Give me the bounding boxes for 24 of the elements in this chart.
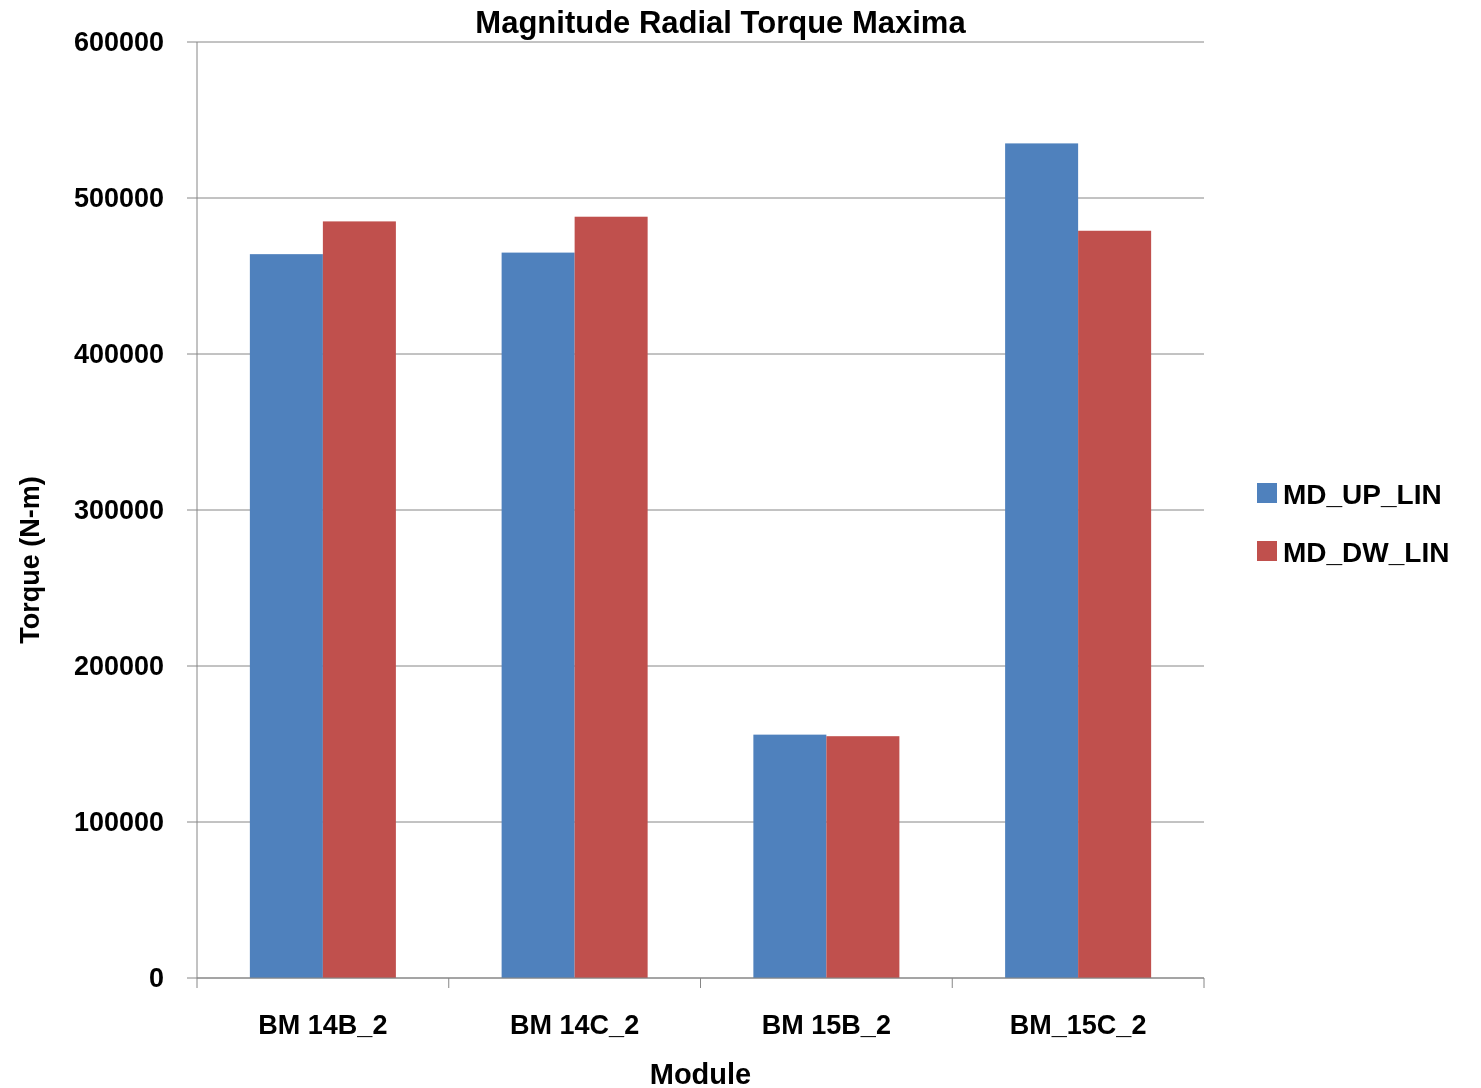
bar — [1078, 230, 1152, 978]
y-tick-label: 500000 — [73, 183, 164, 214]
y-tick-label: 0 — [148, 963, 164, 994]
y-tick-label: 300000 — [73, 495, 164, 526]
x-tick-label: BM 14C_2 — [510, 1010, 640, 1040]
y-tick-label: 600000 — [73, 27, 164, 58]
legend-label: MD_DW_LIN — [1283, 536, 1450, 568]
bar — [249, 254, 323, 978]
y-tick-label: 100000 — [73, 807, 164, 838]
chart-title: Magnitude Radial Torque Maxima — [475, 5, 967, 40]
bar — [574, 216, 648, 978]
bar — [753, 734, 827, 978]
bar — [826, 736, 900, 978]
bar — [322, 221, 396, 978]
x-tick-label: BM_15C_2 — [1009, 1010, 1147, 1040]
y-tick-label: 200000 — [73, 651, 164, 682]
x-tick-label: BM 14B_2 — [258, 1010, 388, 1040]
y-tick-label: 400000 — [73, 339, 164, 370]
y-axis-title: Torque (N-m) — [15, 476, 45, 644]
x-tick-label: BM 15B_2 — [761, 1010, 891, 1040]
bar — [501, 252, 575, 978]
x-axis-title: Module — [649, 1058, 752, 1088]
bar — [1005, 143, 1079, 978]
legend-label: MD_UP_LIN — [1283, 478, 1442, 510]
